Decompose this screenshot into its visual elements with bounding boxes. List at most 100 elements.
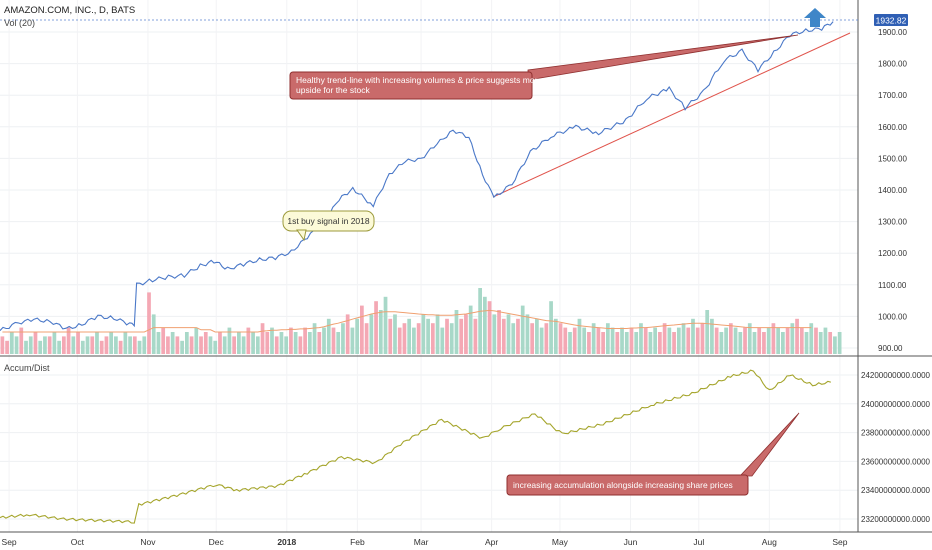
- volume-bar: [549, 301, 553, 354]
- volume-bar: [161, 327, 166, 354]
- volume-bar: [667, 327, 672, 354]
- time-tick-label: Sep: [2, 537, 17, 547]
- volume-bar: [799, 327, 804, 354]
- volume-bar: [180, 340, 184, 354]
- trend-callout-line-1: Healthy trend-line with increasing volum…: [296, 75, 542, 85]
- volume-bar: [194, 327, 199, 354]
- ad-tick-label: 23600000000.0000: [861, 457, 931, 466]
- volume-bar: [804, 332, 809, 354]
- trend-callout-line-2: upside for the stock: [296, 85, 370, 95]
- price-tick-label: 1700.00: [878, 91, 907, 100]
- volume-bar: [681, 323, 686, 354]
- volume-bar: [293, 332, 298, 354]
- volume-bar: [705, 310, 710, 354]
- volume-bar: [109, 332, 114, 354]
- volume-bar: [781, 332, 785, 354]
- volume-bar: [57, 340, 61, 354]
- price-axis: 900.00 1000.00 1100.00 1200.00 1300.00 1400.0…: [878, 28, 907, 353]
- price-tick-label: 1500.00: [878, 154, 907, 163]
- volume-bar: [364, 323, 369, 354]
- volume-bar: [341, 323, 345, 354]
- time-tick-label: May: [552, 537, 569, 547]
- volume-bar: [289, 327, 293, 354]
- volume-bar: [691, 318, 695, 354]
- volume-bar: [430, 323, 435, 354]
- price-tick-label: 1000.00: [878, 312, 907, 321]
- volume-bar: [0, 336, 5, 354]
- volume-bar: [80, 340, 85, 354]
- volume-bar: [345, 314, 350, 354]
- volume-bar: [818, 332, 823, 354]
- ad-tick-label: 24000000000.0000: [861, 400, 931, 409]
- trend-callout-box: [289, 71, 533, 100]
- volume-bar: [76, 332, 80, 354]
- volume-bar: [601, 332, 605, 354]
- volume-bar: [520, 305, 525, 354]
- volume-bar: [449, 323, 454, 354]
- volume-bar: [189, 336, 194, 354]
- volume-bar: [539, 327, 544, 354]
- volume-bar: [591, 323, 596, 354]
- indicator-label: Accum/Dist: [4, 363, 50, 373]
- time-tick-label: 2018: [277, 537, 296, 547]
- volume-bar: [482, 296, 487, 354]
- time-tick-label: Mar: [414, 537, 429, 547]
- volume-bar: [435, 314, 440, 354]
- volume-bar: [525, 314, 530, 354]
- accum-dist-line[interactable]: [0, 369, 831, 524]
- volume-bar: [421, 314, 426, 354]
- volume-bar: [38, 340, 43, 354]
- volume-bar: [355, 318, 360, 354]
- volume-bar: [270, 327, 274, 354]
- volume-bar: [464, 314, 468, 354]
- volume-bar: [563, 327, 568, 354]
- volume-bar: [686, 327, 691, 354]
- volume-bar: [733, 327, 738, 354]
- volume-bar: [307, 332, 312, 354]
- volume-bar: [326, 318, 331, 354]
- volume-bar: [833, 336, 837, 354]
- volume-bar: [298, 336, 303, 354]
- volume-bar: [676, 327, 681, 354]
- price-line[interactable]: [0, 21, 834, 331]
- volume-bar: [535, 318, 539, 354]
- volume-bar: [9, 332, 14, 354]
- volume-bar: [440, 327, 445, 354]
- volume-bar: [156, 332, 161, 354]
- volume-bar: [95, 332, 99, 354]
- time-tick-label: Oct: [71, 537, 85, 547]
- volume-bar: [506, 314, 511, 354]
- volume-bar: [516, 318, 520, 354]
- volume-bar: [142, 336, 147, 354]
- volume-bar: [312, 323, 317, 354]
- volume-bar: [624, 332, 629, 354]
- volume-bar: [47, 336, 52, 354]
- volume-bar: [577, 318, 582, 354]
- last-price-badge-label: 1932.82: [876, 16, 907, 26]
- volume-bar: [199, 336, 203, 354]
- volume-bar: [99, 340, 104, 354]
- volume-bar: [227, 327, 232, 354]
- volume-bar: [747, 323, 752, 354]
- volume-bar: [322, 327, 326, 354]
- volume-bar: [728, 323, 733, 354]
- price-tick-label: 1900.00: [878, 28, 907, 37]
- volume-bar: [118, 340, 123, 354]
- volume-bar: [28, 336, 33, 354]
- trend-line: [492, 32, 851, 198]
- volume-bar: [137, 340, 142, 354]
- volume-bar: [166, 336, 170, 354]
- volume-bar: [14, 336, 19, 354]
- grid: [0, 0, 932, 533]
- volume-bar: [695, 327, 700, 354]
- volume-bar: [719, 332, 724, 354]
- volume-bar: [643, 327, 648, 354]
- buy-callout-text: 1st buy signal in 2018: [287, 216, 369, 226]
- volume-bar: [170, 332, 175, 354]
- volume-bar: [445, 318, 449, 354]
- volume-bar: [605, 323, 610, 354]
- volume-bar: [43, 336, 47, 354]
- volume-bar: [837, 332, 842, 354]
- volume-bar: [19, 327, 24, 354]
- ad-tick-label: 24200000000.0000: [861, 371, 931, 380]
